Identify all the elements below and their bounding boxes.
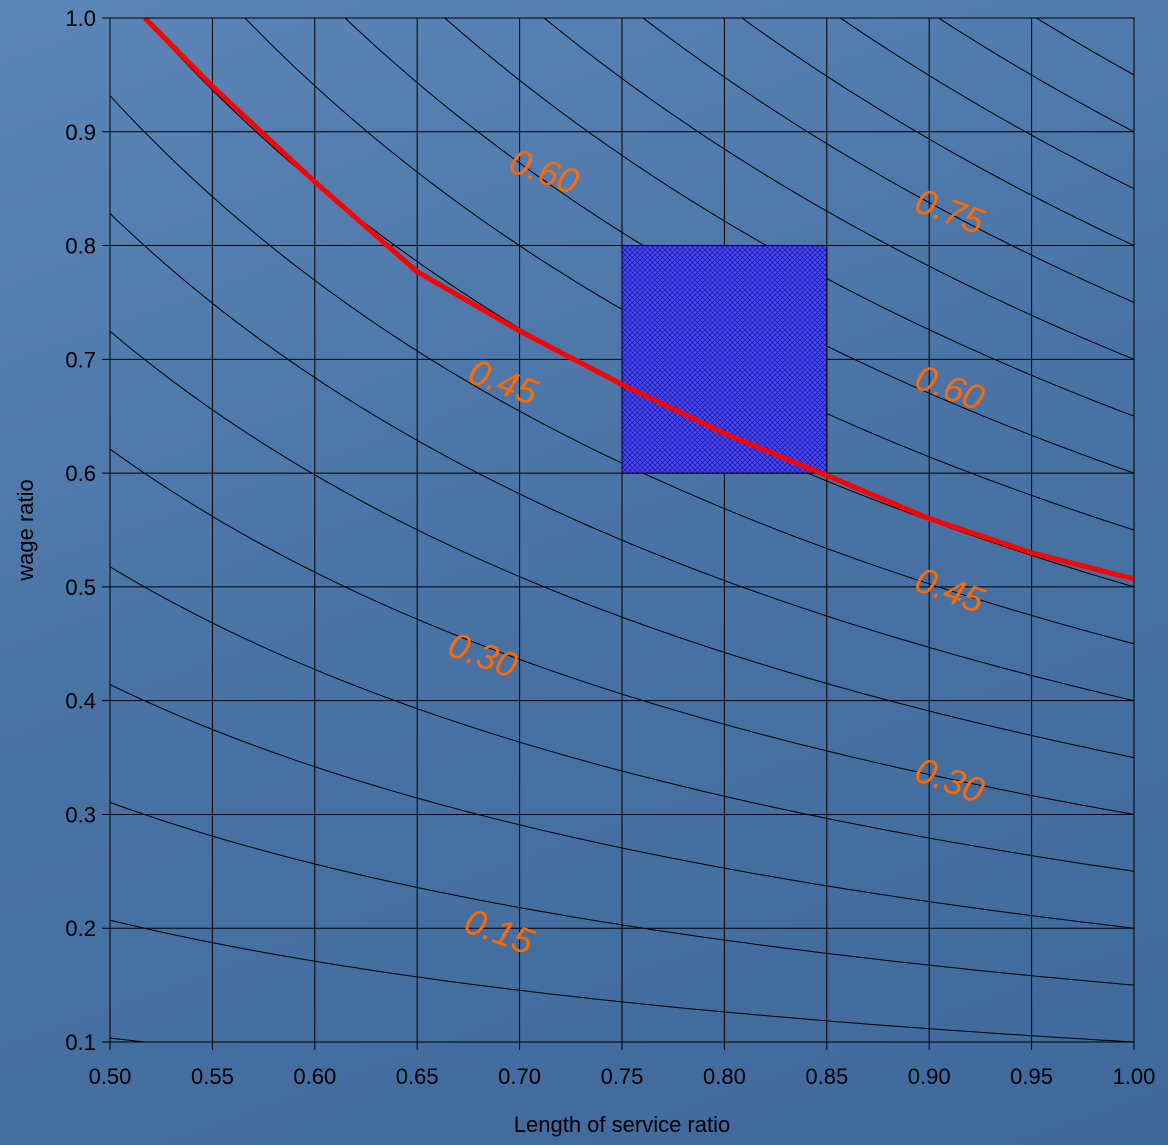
- plot-frame: [109, 17, 1135, 1043]
- contour-line: [642, 18, 1134, 303]
- highlight-region: [621, 245, 828, 474]
- contour-line: [110, 448, 1134, 815]
- y-tick-label: 0.7: [65, 347, 96, 372]
- contour-line: [543, 18, 1134, 360]
- x-tick-label: 0.60: [293, 1064, 336, 1089]
- contour-label: 0.45: [463, 350, 544, 413]
- contour-label: 0.30: [443, 624, 523, 686]
- x-tick-label: 1.00: [1113, 1064, 1156, 1089]
- contour-label: 0.30: [910, 749, 990, 811]
- y-tick-label: 0.9: [65, 120, 96, 145]
- y-tick-label: 0.4: [65, 689, 96, 714]
- x-tick-label: 0.90: [908, 1064, 951, 1089]
- y-tick-label: 0.1: [65, 1030, 96, 1055]
- contour-line: [937, 18, 1134, 133]
- contour-line: [741, 18, 1134, 247]
- x-axis-ticks: 0.50 0.55 0.60 0.65 0.70 0.75 0.80 0.85 0.90 0.95…: [89, 1064, 1156, 1089]
- y-tick-label: 0.3: [65, 802, 96, 827]
- x-axis-title: Length of service ratio: [514, 1112, 730, 1137]
- x-tick-label: 0.80: [703, 1064, 746, 1089]
- y-tick-label: 1.0: [65, 6, 96, 31]
- x-tick-label: 0.65: [396, 1064, 439, 1089]
- x-tick-label: 0.55: [191, 1064, 234, 1089]
- contour-line: [110, 213, 1134, 702]
- target-curve: [143, 18, 1134, 582]
- y-tick-label: 0.5: [65, 575, 96, 600]
- contour-line: [110, 330, 1134, 759]
- contour-line: [110, 801, 1134, 986]
- y-axis-ticks: 0.1 0.2 0.3 0.4 0.5 0.6 0.7 0.8 0.9 1.0: [65, 6, 96, 1055]
- contour-label: 0.45: [910, 559, 991, 622]
- contour-line: [110, 566, 1134, 872]
- x-tick-label: 0.85: [805, 1064, 848, 1089]
- contour-line: [110, 684, 1134, 929]
- x-tick-label: 0.75: [601, 1064, 644, 1089]
- x-tick-label: 0.95: [1010, 1064, 1053, 1089]
- y-tick-label: 0.2: [65, 916, 96, 941]
- contour-line: [344, 18, 1134, 474]
- x-tick-label: 0.70: [498, 1064, 541, 1089]
- contour-line: [110, 919, 1134, 1042]
- contour-label: 0.60: [504, 140, 584, 202]
- contour-line: [839, 18, 1134, 190]
- contour-line: [444, 18, 1134, 417]
- y-tick-label: 0.8: [65, 234, 96, 259]
- y-axis-title: wage ratio: [13, 479, 38, 582]
- contour-label: 0.75: [910, 180, 991, 243]
- x-tick-label: 0.50: [89, 1064, 132, 1089]
- contour-label: 0.60: [910, 356, 990, 418]
- y-tick-label: 0.6: [65, 461, 96, 486]
